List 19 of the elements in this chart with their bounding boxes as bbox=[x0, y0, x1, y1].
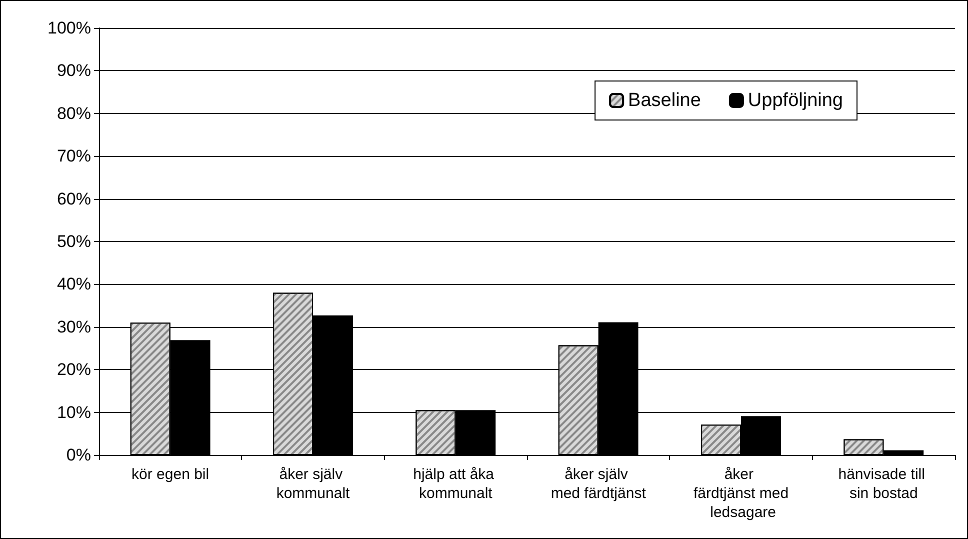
y-tick-label: 60% bbox=[56, 189, 91, 208]
y-tick-label: 10% bbox=[56, 402, 91, 422]
y-tick-label: 80% bbox=[56, 104, 91, 123]
x-tick-label: hänvisade till sin bostad bbox=[838, 466, 930, 502]
legend-label: Uppföljning bbox=[748, 90, 844, 111]
y-tick-label: 100% bbox=[48, 18, 91, 38]
x-tick-label: åker färdtjänst med ledsagare bbox=[693, 466, 789, 521]
y-tick-label: 40% bbox=[56, 274, 91, 294]
legend-label: Baseline bbox=[628, 90, 701, 111]
y-tick-label: 20% bbox=[56, 360, 91, 380]
x-tick-label: åker själv kommunalt bbox=[276, 466, 351, 502]
y-tick-label: 50% bbox=[56, 232, 91, 251]
y-tick-label: 0% bbox=[66, 446, 91, 464]
x-tick-label: åker själv med färdtjänst bbox=[550, 466, 647, 502]
x-tick-label: kör egen bil bbox=[132, 466, 210, 483]
y-tick-label: 70% bbox=[56, 146, 91, 166]
x-tick-label: hjälp att åka kommunalt bbox=[413, 466, 498, 502]
y-tick-label: 30% bbox=[56, 317, 91, 336]
y-tick-label: 90% bbox=[56, 61, 91, 80]
